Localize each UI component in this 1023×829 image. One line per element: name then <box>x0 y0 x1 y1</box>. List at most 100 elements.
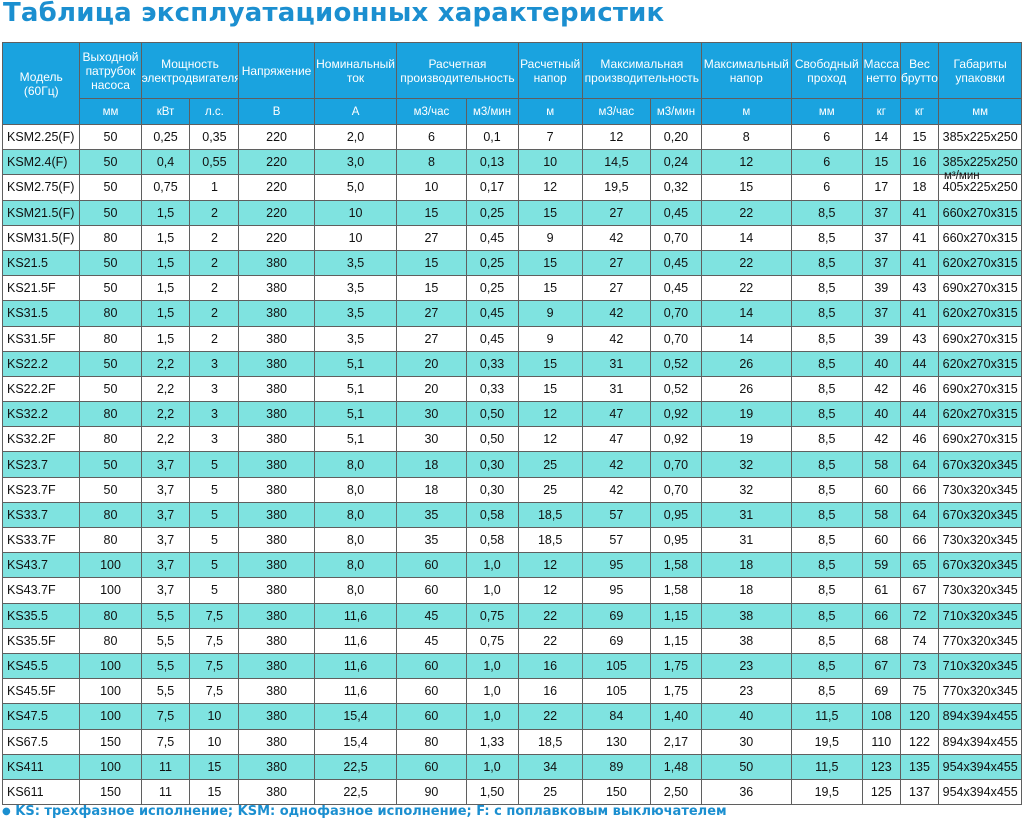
footnote: ● KS: трехфазное исполнение; KSM: однофа… <box>2 804 727 819</box>
value-cell: 2,2 <box>140 350 191 377</box>
value-cell: 0,50 <box>465 401 519 428</box>
value-cell: 25 <box>517 451 583 478</box>
value-cell: 69 <box>581 602 652 629</box>
value-cell: 8,5 <box>790 350 863 377</box>
value-cell: 14 <box>700 325 792 352</box>
value-cell: 11,6 <box>313 652 398 680</box>
value-cell: 8,0 <box>313 552 398 579</box>
value-cell: 0,58 <box>465 501 519 529</box>
header-max-head: Максимальный напор <box>700 42 792 99</box>
value-cell: 67 <box>899 577 940 604</box>
value-cell: 894x394x455 <box>938 703 1022 730</box>
value-cell: 11 <box>140 778 191 806</box>
value-cell: 16 <box>517 652 583 680</box>
value-cell: 7,5 <box>140 728 191 755</box>
value-cell: 5 <box>189 552 240 579</box>
value-cell: 60 <box>396 652 467 680</box>
value-cell: 47 <box>581 426 652 453</box>
value-cell: 1 <box>189 174 240 201</box>
value-cell: 8,5 <box>790 300 863 327</box>
table-row: KS31.5F 80 1,5 2 380 3,5 27 0,45 9 42 0,70 14 8,5 39 4… <box>1 325 1022 352</box>
value-cell: 12 <box>517 426 583 453</box>
header-gross-weight: Вес брутто <box>899 42 940 99</box>
value-cell: 1,40 <box>650 703 702 730</box>
value-cell: 60 <box>396 753 467 780</box>
value-cell: 5,5 <box>140 602 191 629</box>
header-outlet: Выходной патрубок насоса <box>79 42 142 99</box>
value-cell: 0,24 <box>650 149 702 176</box>
table-row: KS32.2F 80 2,2 3 380 5,1 30 0,50 12 47 0,92 19 8,5 42… <box>1 426 1022 453</box>
specifications-table: Модель (60Гц) Выходной патрубок насоса М… <box>1 42 1022 806</box>
table-row: KS23.7F 50 3,7 5 380 8,0 18 0,30 25 42 0,70 32 8,5 60… <box>1 476 1022 503</box>
value-cell: 8,5 <box>790 678 863 705</box>
value-cell: 43 <box>899 325 940 352</box>
value-cell: 2 <box>189 224 240 251</box>
table-row: KSM2.75(F) 50 0,75 1 220 5,0 10 0,17 12 19,5 0,32 1… <box>1 174 1022 201</box>
unit-cell: м <box>700 98 792 125</box>
value-cell: 39 <box>861 325 901 352</box>
value-cell: 25 <box>517 778 583 806</box>
value-cell: 15 <box>396 249 467 277</box>
value-cell: 105 <box>581 678 652 705</box>
value-cell: 100 <box>79 552 142 579</box>
value-cell: 15 <box>517 199 583 226</box>
value-cell: 40 <box>861 401 901 428</box>
model-cell: KSM2.4(F) <box>1 149 81 176</box>
value-cell: 2 <box>189 275 240 302</box>
unit-cell: мм <box>938 98 1022 125</box>
value-cell: 8,5 <box>790 275 863 302</box>
value-cell: 3,7 <box>140 526 191 554</box>
value-cell: 0,70 <box>650 476 702 503</box>
value-cell: 730x320x345 <box>938 526 1022 554</box>
header-row: Модель (60Гц) Выходной патрубок насоса М… <box>1 42 1022 125</box>
value-cell: 8,5 <box>790 426 863 453</box>
value-cell: 27 <box>581 275 652 302</box>
value-cell: 0,45 <box>465 224 519 251</box>
value-cell: 108 <box>861 703 901 730</box>
value-cell: 385x225x250 <box>938 149 1022 176</box>
value-cell: 0,75 <box>140 174 191 201</box>
value-cell: 690x270x315 <box>938 275 1022 302</box>
model-cell: KS22.2 <box>1 350 81 377</box>
value-cell: 37 <box>861 300 901 327</box>
value-cell: 44 <box>899 350 940 377</box>
value-cell: 9 <box>517 224 583 251</box>
value-cell: 8,5 <box>790 476 863 503</box>
value-cell: 3,7 <box>140 476 191 503</box>
value-cell: 14 <box>700 300 792 327</box>
value-cell: 11,6 <box>313 602 398 629</box>
value-cell: 380 <box>238 501 315 529</box>
header-rated-head: Расчетный напор <box>517 42 583 99</box>
value-cell: 100 <box>79 577 142 604</box>
model-cell: KS21.5F <box>1 275 81 302</box>
unit-cell: мм <box>790 98 863 125</box>
value-cell: 380 <box>238 476 315 503</box>
value-cell: 1,5 <box>140 199 191 226</box>
value-cell: 954x394x455 <box>938 778 1022 806</box>
value-cell: 60 <box>396 552 467 579</box>
value-cell: 50 <box>700 753 792 780</box>
value-cell: 1,0 <box>465 652 519 680</box>
value-cell: 100 <box>79 703 142 730</box>
value-cell: 31 <box>581 375 652 403</box>
value-cell: 8,5 <box>790 325 863 352</box>
value-cell: 0,52 <box>650 375 702 403</box>
value-cell: 1,5 <box>140 325 191 352</box>
value-cell: 42 <box>581 325 652 352</box>
value-cell: 0,95 <box>650 501 702 529</box>
table-row: KS45.5F 100 5,5 7,5 380 11,6 60 1,0 16 105 1,75 23 8… <box>1 678 1022 705</box>
value-cell: 0,4 <box>140 149 191 176</box>
value-cell: 0,45 <box>650 199 702 226</box>
table-row: KS33.7F 80 3,7 5 380 8,0 35 0,58 18,5 57 0,95 31 8,5… <box>1 526 1022 554</box>
table-row: KS32.2 80 2,2 3 380 5,1 30 0,50 12 47 0,92 19 8,5 40 4… <box>1 401 1022 428</box>
value-cell: 1,33 <box>465 728 519 755</box>
value-cell: 0,13 <box>465 149 519 176</box>
value-cell: 0,70 <box>650 300 702 327</box>
value-cell: 5,5 <box>140 627 191 654</box>
value-cell: 0,70 <box>650 325 702 352</box>
value-cell: 0,50 <box>465 426 519 453</box>
model-cell: KS43.7F <box>1 577 81 604</box>
model-cell: KSM2.25(F) <box>1 123 81 151</box>
value-cell: 5,0 <box>313 174 398 201</box>
